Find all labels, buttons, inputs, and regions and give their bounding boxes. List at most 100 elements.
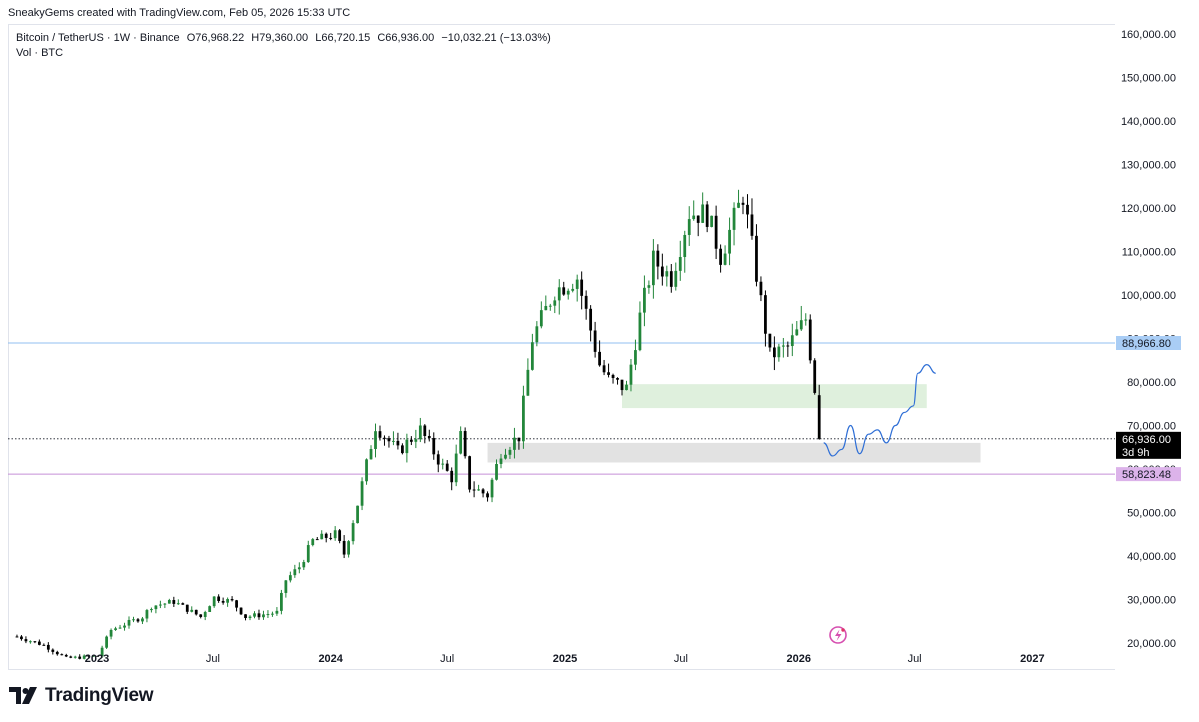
candle-body xyxy=(396,440,400,446)
candle-body xyxy=(244,614,247,619)
candle-body xyxy=(172,600,176,604)
candle-body xyxy=(804,319,808,321)
candle-body xyxy=(777,346,781,358)
candle-body xyxy=(369,449,373,460)
legend-open: O76,968.22 xyxy=(186,32,245,44)
y-tick-label: 80,000.00 xyxy=(1127,377,1176,389)
candle-body xyxy=(158,604,162,606)
candle-body xyxy=(239,607,243,615)
y-tick-label: 40,000.00 xyxy=(1127,551,1176,563)
footer-logo[interactable]: TradingView xyxy=(9,684,154,708)
y-tick-label: 120,000.00 xyxy=(1121,203,1176,215)
candle-body xyxy=(306,545,310,563)
candle-body xyxy=(522,395,525,442)
candle-body xyxy=(365,459,368,482)
candle-body xyxy=(315,539,319,541)
candle-body xyxy=(486,493,489,498)
candle-body xyxy=(495,463,498,480)
candle-body xyxy=(790,335,794,347)
candle-body xyxy=(737,202,740,208)
candle-body xyxy=(468,456,472,490)
candle-body xyxy=(643,287,646,313)
y-tick-label: 70,000.00 xyxy=(1127,421,1176,433)
candle-body xyxy=(544,305,548,311)
candle-body xyxy=(401,445,404,454)
candle-body xyxy=(553,300,557,306)
chart-frame[interactable] xyxy=(8,24,1115,670)
candle-body xyxy=(651,250,655,286)
candle-body xyxy=(333,530,337,539)
candle-body xyxy=(127,619,131,626)
tradingview-logo-icon xyxy=(9,687,37,704)
legend-symbol[interactable]: Bitcoin / TetherUS · 1W · Binance xyxy=(16,32,180,44)
candle-body xyxy=(719,248,722,265)
blue-level-label-bg xyxy=(1116,335,1181,350)
gray-zone xyxy=(487,442,981,463)
candle-body xyxy=(100,647,104,657)
candle-body xyxy=(732,207,736,230)
candle-body xyxy=(226,599,229,603)
legend-volume[interactable]: Vol · BTC xyxy=(16,47,64,59)
legend-close: C66,936.00 xyxy=(377,32,435,44)
purple-level-label: 58,823.48 xyxy=(1122,469,1171,481)
candles-layer xyxy=(15,189,821,660)
candle-body xyxy=(293,569,297,576)
candle-body xyxy=(508,449,512,455)
candle-body xyxy=(450,470,454,483)
candle-body xyxy=(64,654,68,657)
candle-body xyxy=(123,625,126,628)
candle-body xyxy=(266,614,270,616)
y-tick-label: 160,000.00 xyxy=(1121,29,1176,41)
projection-path xyxy=(823,363,936,457)
candle-body xyxy=(625,384,628,391)
candle-body xyxy=(383,437,386,439)
candle-body xyxy=(114,628,117,630)
candle-body xyxy=(723,253,727,265)
candle-body xyxy=(571,288,575,291)
candle-body xyxy=(109,629,113,637)
candle-body xyxy=(284,580,288,593)
candle-body xyxy=(208,606,212,612)
candle-body xyxy=(163,603,167,605)
current-price-label-bg xyxy=(1116,431,1181,459)
candle-body xyxy=(781,345,785,347)
x-tick-label: Jul xyxy=(674,653,688,665)
candle-body xyxy=(705,204,709,227)
candle-body xyxy=(279,592,283,611)
candle-body xyxy=(51,649,55,652)
x-tick-label: 2023 xyxy=(85,653,109,665)
candle-body xyxy=(499,458,503,464)
candle-body xyxy=(275,610,279,614)
y-tick-label: 30,000.00 xyxy=(1127,595,1176,607)
candle-body xyxy=(302,562,306,568)
events-icon[interactable] xyxy=(829,626,847,644)
candle-body xyxy=(656,250,660,267)
y-tick-label: 50,000.00 xyxy=(1127,508,1176,520)
candle-body xyxy=(118,627,122,629)
candle-body xyxy=(669,271,673,287)
candle-body xyxy=(271,613,274,615)
chart-legend: Bitcoin / TetherUS · 1W · Binance O76,96… xyxy=(16,31,555,61)
x-tick-label: 2027 xyxy=(1020,653,1044,665)
candle-body xyxy=(414,439,418,442)
candle-body xyxy=(392,440,395,442)
candle-body xyxy=(504,454,507,459)
candle-body xyxy=(324,533,328,538)
candle-body xyxy=(69,656,73,658)
y-tick-label: 100,000.00 xyxy=(1121,290,1176,302)
candle-body xyxy=(288,575,292,581)
candle-body xyxy=(20,636,23,640)
candle-body xyxy=(772,347,776,358)
price-axis: 160,000.00 150,000.00 140,000.00 130,000.00… xyxy=(1121,29,1176,650)
candle-body xyxy=(795,329,799,336)
candle-body xyxy=(557,287,561,301)
candle-body xyxy=(351,523,355,542)
y-tick-label: 110,000.00 xyxy=(1122,247,1176,259)
projection-layer xyxy=(823,363,936,457)
candle-body xyxy=(513,437,516,450)
candle-body xyxy=(472,489,476,491)
legend-change: −10,032.21 (−13.03%) xyxy=(441,32,551,44)
candle-body xyxy=(15,636,19,638)
